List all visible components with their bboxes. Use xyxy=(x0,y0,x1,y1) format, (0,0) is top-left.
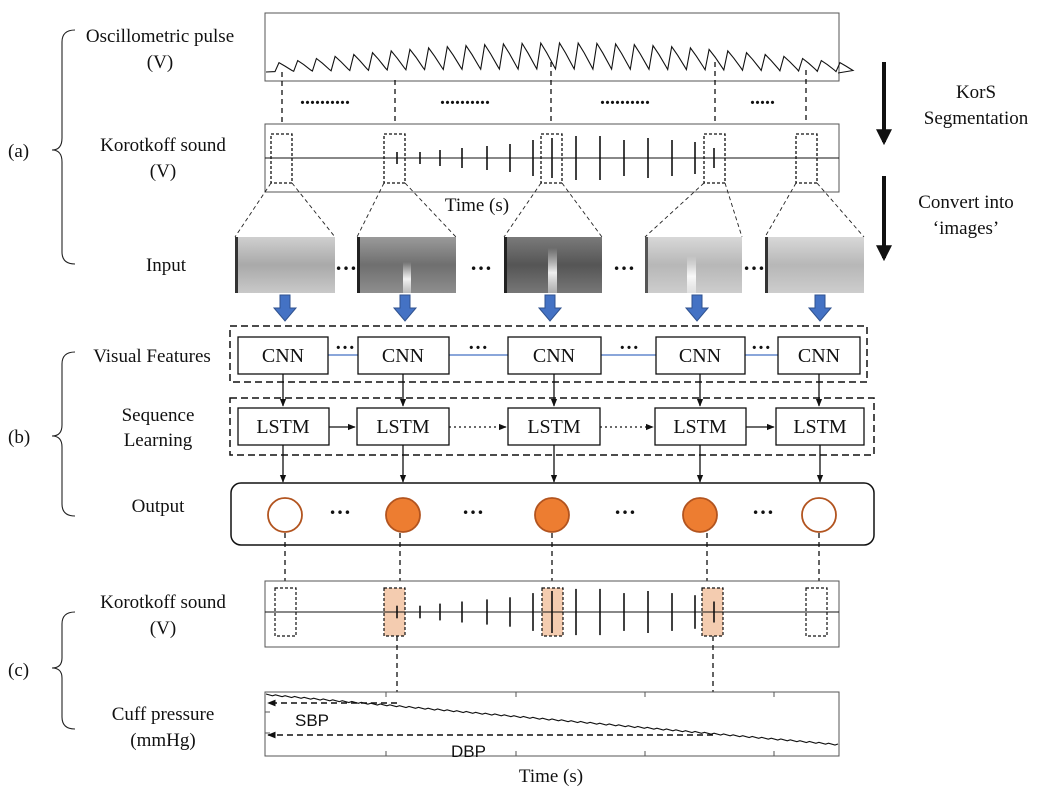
pulse-to-kor-arrows xyxy=(278,62,810,133)
spectrogram-5 xyxy=(765,237,864,293)
oscillometric-frame xyxy=(264,12,840,82)
dots-2: .......... xyxy=(440,87,490,109)
lstm-to-output-arrows xyxy=(279,445,824,483)
korotkoff2-spikes xyxy=(396,588,715,636)
time-axis-label-bottom: Time (s) xyxy=(519,766,583,787)
cnn-ellipsis-3: … xyxy=(619,332,639,354)
lstm-box-3: LSTM xyxy=(507,407,601,446)
output-ellipsis-1: … xyxy=(329,494,351,519)
cnn-box-2: CNN xyxy=(357,336,450,375)
time-axis-label-mid: Time (s) xyxy=(445,195,509,216)
output-node-3 xyxy=(534,497,570,533)
oscillometric-unit: (V) xyxy=(147,52,173,73)
spectrogram-2 xyxy=(357,237,456,293)
segment-boxes xyxy=(270,133,818,184)
svg-text:CNN: CNN xyxy=(798,345,840,367)
dots-1: .......... xyxy=(300,87,350,109)
bp-arrows xyxy=(267,699,713,739)
panel-label-a: (a) xyxy=(8,141,29,162)
cuff-pressure-plot xyxy=(264,691,840,757)
output-node-2 xyxy=(385,497,421,533)
svg-text:LSTM: LSTM xyxy=(673,416,727,438)
output-node-4 xyxy=(682,497,718,533)
cnn-box-5: CNN xyxy=(777,336,861,375)
korotkoff-spikes xyxy=(396,136,715,180)
dots-4: ..... xyxy=(750,87,775,109)
cnn-ellipsis-1: … xyxy=(335,332,355,354)
input-ellipsis-3: … xyxy=(613,250,635,275)
dbp-label: DBP xyxy=(451,742,486,761)
lstm-box-5: LSTM xyxy=(775,407,865,446)
korotkoff-plot-2 xyxy=(264,580,840,648)
input-ellipsis-2: … xyxy=(470,250,492,275)
cnn-box-4: CNN xyxy=(655,336,746,375)
input-ellipsis-4: … xyxy=(743,250,765,275)
korS-label: KorS xyxy=(956,82,996,103)
panel-label-c: (c) xyxy=(8,660,29,681)
output-ellipsis-3: … xyxy=(614,494,636,519)
svg-text:LSTM: LSTM xyxy=(256,416,310,438)
segmentation-label: Segmentation xyxy=(924,108,1029,129)
input-images xyxy=(235,237,864,293)
cnn-box-1: CNN xyxy=(237,336,329,375)
dots-3: .......... xyxy=(600,87,650,109)
convert-label: Convert into xyxy=(918,192,1014,213)
korotkoff2-unit: (V) xyxy=(150,618,176,639)
output-node-5 xyxy=(801,497,837,533)
zoom-lines xyxy=(234,182,865,238)
brace-a xyxy=(51,29,76,265)
input-label: Input xyxy=(146,255,187,276)
sequence-label: Sequence xyxy=(122,405,195,426)
spectrogram-3 xyxy=(504,237,602,293)
output-label: Output xyxy=(132,496,186,517)
kor-to-cuff-arrows xyxy=(393,636,717,734)
svg-text:LSTM: LSTM xyxy=(376,416,430,438)
cuff-ticks xyxy=(265,692,775,756)
output-node-1 xyxy=(267,497,303,533)
svg-text:LSTM: LSTM xyxy=(527,416,581,438)
pulse-waveform xyxy=(265,41,855,74)
cnn-box-3: CNN xyxy=(507,336,602,375)
svg-text:LSTM: LSTM xyxy=(793,416,847,438)
oscillometric-label: Oscillometric pulse xyxy=(86,26,234,47)
brace-c xyxy=(51,611,76,730)
korotkoff-plot xyxy=(264,123,840,193)
blue-arrows xyxy=(272,294,833,322)
output-ellipsis-2: … xyxy=(462,494,484,519)
svg-text:CNN: CNN xyxy=(679,345,721,367)
sbp-label: SBP xyxy=(295,711,329,730)
sequence-learning-group xyxy=(229,397,875,456)
lstm-box-1: LSTM xyxy=(237,407,330,446)
cuff-pressure-unit: (mmHg) xyxy=(130,730,195,751)
lstm-box-4: LSTM xyxy=(654,407,747,446)
images-label: ‘images’ xyxy=(933,218,999,239)
panel-label-b: (b) xyxy=(8,427,30,448)
brace-b xyxy=(51,351,76,517)
cnn-ellipsis-4: … xyxy=(751,332,771,354)
spectrogram-1 xyxy=(235,237,335,293)
svg-text:CNN: CNN xyxy=(382,345,424,367)
korotkoff-label: Korotkoff sound xyxy=(100,135,226,156)
svg-text:CNN: CNN xyxy=(262,345,304,367)
lstm-box-2: LSTM xyxy=(356,407,450,446)
spectrogram-4 xyxy=(645,237,742,293)
korotkoff2-label: Korotkoff sound xyxy=(100,592,226,613)
cnn-to-lstm-arrows xyxy=(279,374,823,407)
svg-text:CNN: CNN xyxy=(533,345,575,367)
output-ellipsis-4: … xyxy=(752,494,774,519)
undetected-boxes xyxy=(274,587,828,637)
cuff-pressure-label: Cuff pressure xyxy=(112,704,215,725)
visual-features-group xyxy=(229,325,868,383)
learning-label: Learning xyxy=(124,430,193,451)
visual-features-label: Visual Features xyxy=(93,346,211,367)
korotkoff-unit: (V) xyxy=(150,161,176,182)
cnn-ellipsis-2: … xyxy=(468,332,488,354)
oscillometric-plot xyxy=(264,12,855,82)
input-ellipsis-1: … xyxy=(335,250,357,275)
